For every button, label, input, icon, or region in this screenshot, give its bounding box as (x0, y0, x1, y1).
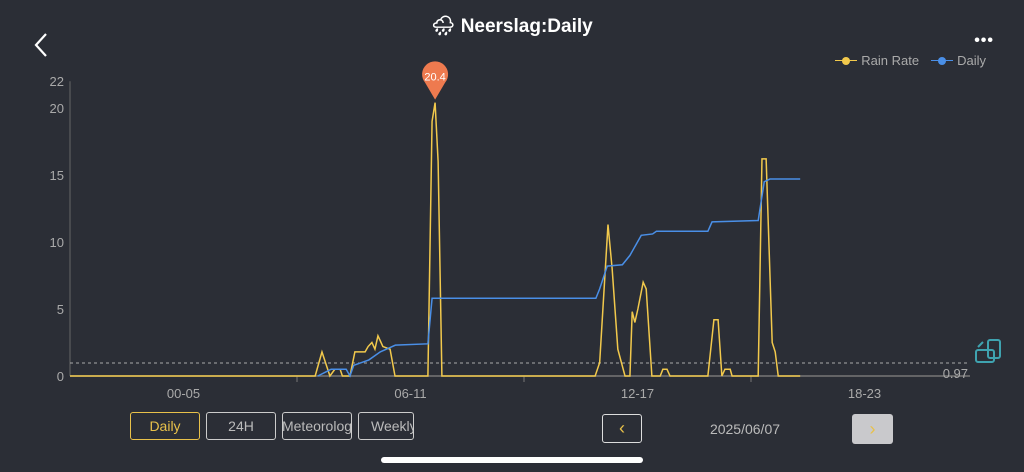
y-tick-label: 5 (57, 302, 64, 317)
rotate-screen-icon[interactable] (974, 338, 1002, 366)
title-text: Neerslag:Daily (460, 16, 593, 37)
y-tick-label: 0 (57, 369, 64, 384)
reference-line-label: 0.97 (943, 366, 968, 381)
legend-daily[interactable]: Daily (931, 53, 986, 68)
page-title: 🌧 Neerslag:Daily (0, 14, 1024, 38)
precipitation-chart: 0 5 10 15 20 22 00-05 06-11 12-17 18-23 0.97 20.4 (50, 61, 970, 401)
y-tick-label: 10 (50, 235, 64, 250)
y-tick-label: 15 (50, 168, 64, 183)
tab-weekly[interactable]: Weekly (358, 412, 414, 440)
legend-marker-icon (931, 56, 954, 66)
back-button[interactable] (30, 30, 52, 60)
legend-label: Rain Rate (861, 53, 920, 68)
y-tick-label: 22 (50, 74, 64, 89)
home-indicator[interactable] (381, 457, 643, 463)
tab-24h[interactable]: 24H (206, 412, 276, 440)
x-tick-label: 18-23 (848, 386, 881, 401)
legend-rain-rate[interactable]: Rain Rate (835, 53, 919, 68)
current-date: 2025/06/07 (709, 421, 781, 437)
legend-marker-icon (835, 56, 858, 66)
legend: Rain Rate Daily (835, 53, 986, 68)
x-tick-label: 00-05 (167, 386, 200, 401)
more-menu-button[interactable]: ••• (974, 32, 994, 49)
next-date-button[interactable]: › (852, 414, 893, 444)
legend-label: Daily (957, 53, 986, 68)
daily-line (317, 178, 801, 378)
previous-date-button[interactable]: ‹ (602, 414, 642, 443)
y-tick-label: 20 (50, 101, 64, 116)
rain-rate-line (70, 102, 801, 378)
tab-meteorological[interactable]: Meteorolog (282, 412, 352, 440)
max-value-marker (422, 61, 449, 100)
period-tabs: Daily 24H Meteorolog Weekly (130, 412, 414, 440)
chevron-left-icon (34, 33, 47, 57)
x-tick-label: 12-17 (621, 386, 654, 401)
x-tick-label: 06-11 (394, 386, 426, 401)
max-value-label: 20.4 (424, 72, 445, 84)
rain-cloud-icon: 🌧 (431, 16, 456, 37)
tab-daily[interactable]: Daily (130, 412, 200, 440)
